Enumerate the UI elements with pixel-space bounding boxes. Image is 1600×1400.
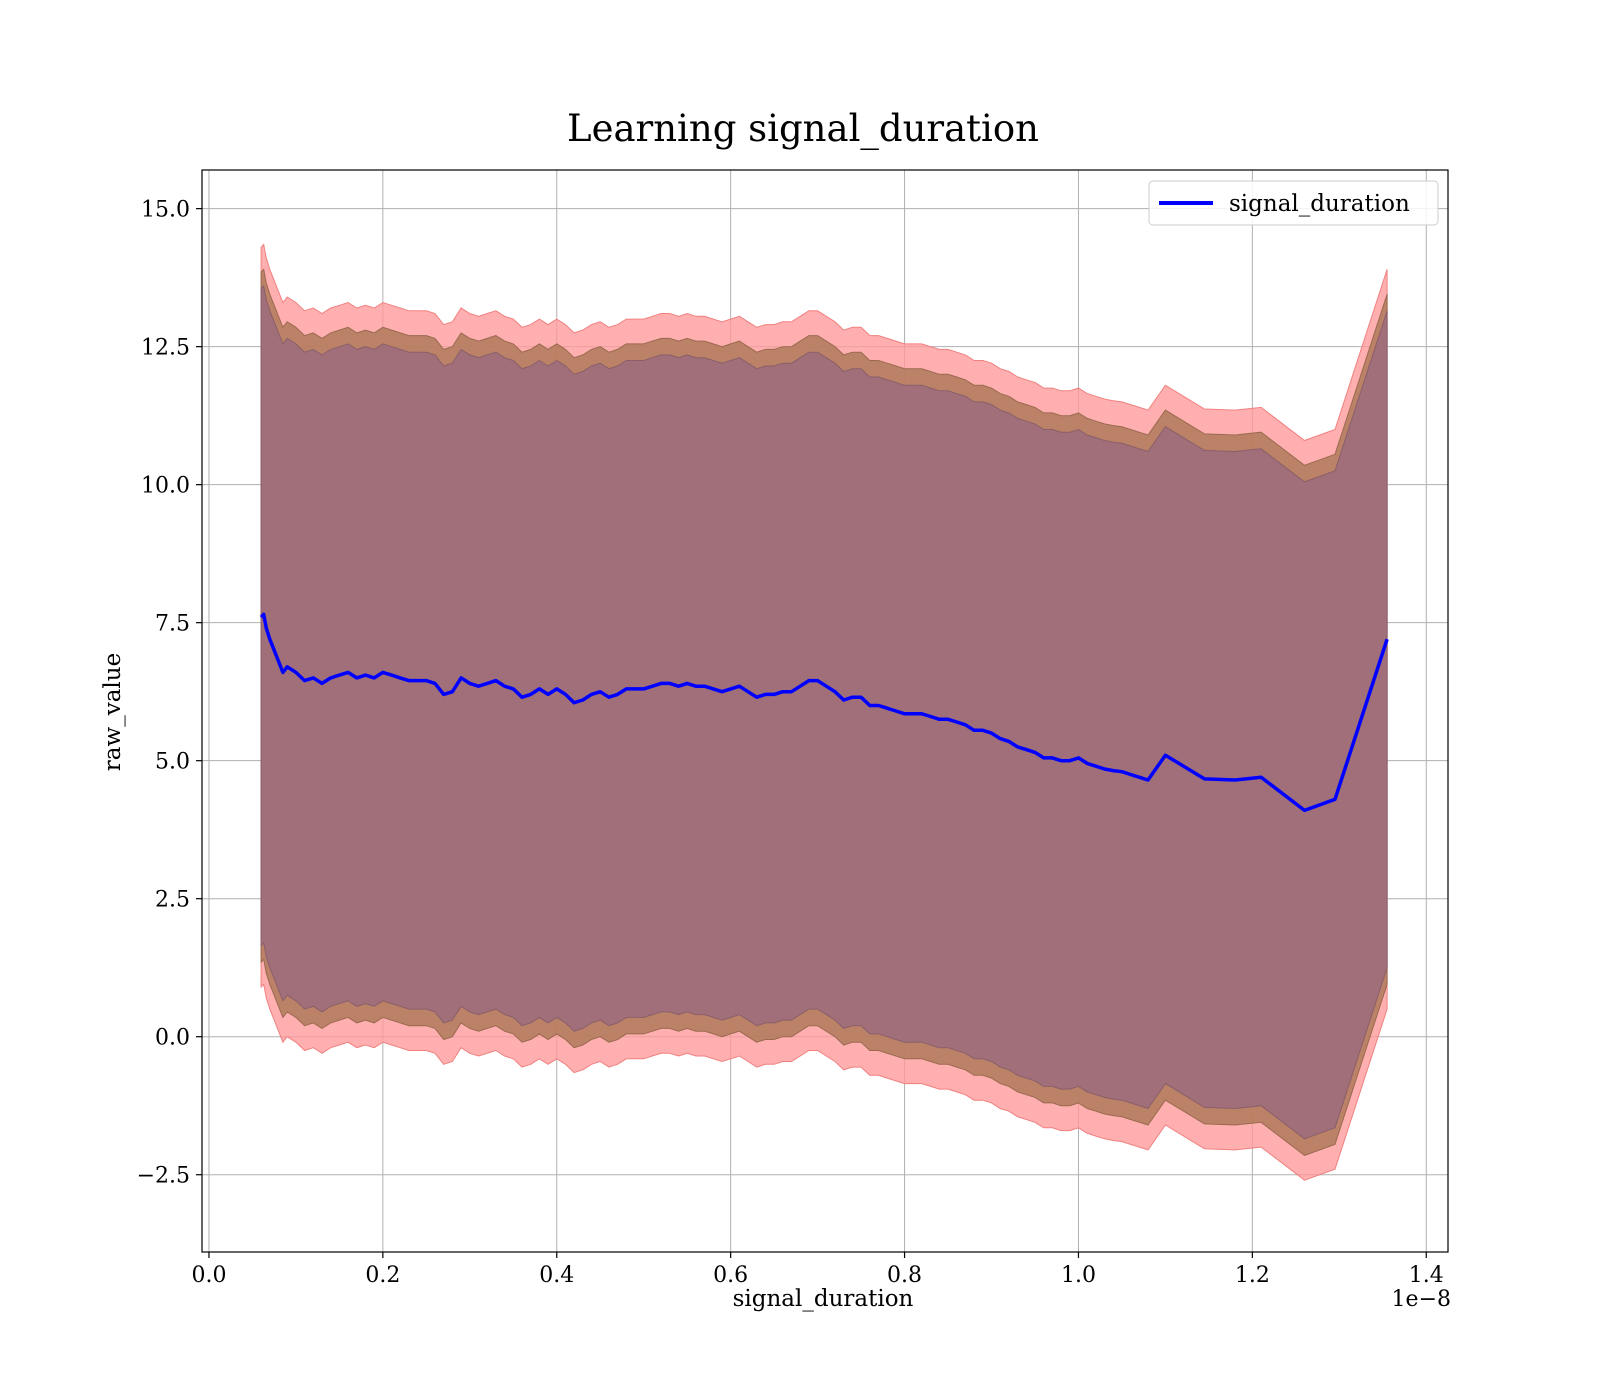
axes-frame (201, 169, 1449, 1253)
x-axis-offset-label: 1e−8 (1392, 1287, 1451, 1312)
x-tick-label: 0.4 (539, 1263, 574, 1288)
x-tick-label: 0.8 (887, 1263, 922, 1288)
x-tick-label: 0.6 (713, 1263, 748, 1288)
series-line-signal-duration (259, 612, 1389, 813)
y-tick-label: 2.5 (155, 888, 190, 913)
y-tick-label: 15.0 (141, 198, 190, 223)
x-tick-label: 0.2 (365, 1263, 400, 1288)
chart-title: Learning signal_duration (567, 107, 1039, 151)
y-tick-label: 0.0 (155, 1026, 190, 1051)
x-tick-label: 1.4 (1409, 1263, 1444, 1288)
x-axis-label: signal_duration (733, 1286, 914, 1312)
y-tick-label: 5.0 (155, 750, 190, 775)
y-tick-label: 12.5 (141, 336, 190, 361)
y-tick-label: 7.5 (155, 612, 190, 637)
y-tick-label: −2.5 (137, 1164, 190, 1189)
legend: signal_duration (1148, 180, 1439, 226)
plot-area: 0.0 0.2 0.4 0.6 0.8 1.0 1.2 1.4 −2.5 0.0 2.5 5.0 7.5… (137, 169, 1449, 1288)
y-axis-label: raw_value (100, 653, 126, 771)
legend-label-signal-duration: signal_duration (1229, 191, 1410, 217)
x-tick-label: 0.0 (191, 1263, 226, 1288)
legend-box (1148, 180, 1439, 226)
band-inner (260, 284, 1388, 1140)
x-tick-label: 1.2 (1235, 1263, 1270, 1288)
x-tick-label: 1.0 (1061, 1263, 1096, 1288)
y-tick-label: 10.0 (141, 474, 190, 499)
